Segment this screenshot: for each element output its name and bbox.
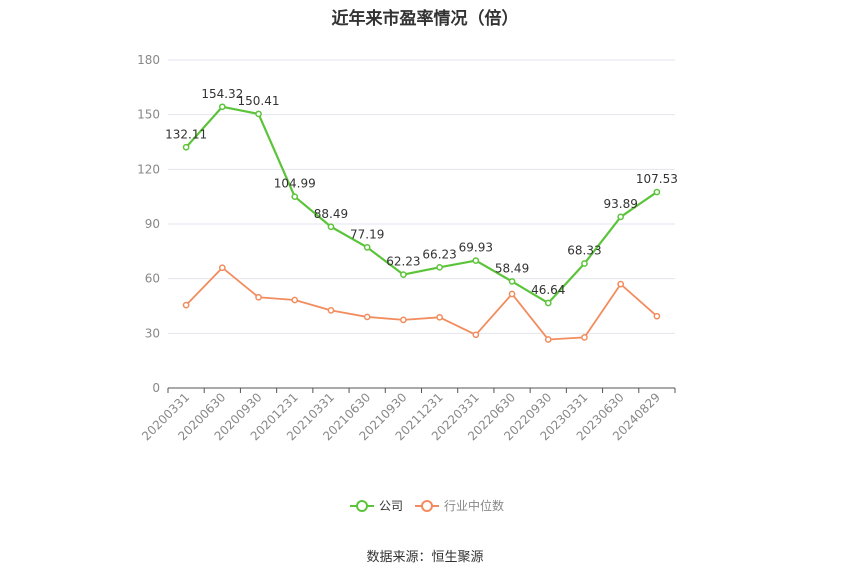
y-tick-label: 150: [137, 108, 160, 122]
company-data-label: 58.49: [495, 261, 529, 275]
legend-company-label: 公司: [379, 499, 403, 513]
y-tick-label: 0: [152, 381, 160, 395]
company-point: [653, 188, 661, 196]
industry-median-point: [363, 313, 371, 321]
company-data-label: 154.32: [201, 87, 243, 101]
industry-median-line: [185, 266, 658, 341]
industry-median-point: [255, 293, 262, 301]
industry-median-point: [617, 280, 625, 288]
data-labels: 132.11154.32150.41104.9988.4977.1962.236…: [165, 87, 678, 297]
y-tick-label: 120: [137, 162, 160, 176]
company-point: [472, 257, 480, 264]
industry-median-point: [508, 290, 516, 298]
company-point: [363, 243, 371, 251]
company-data-label: 150.41: [238, 94, 280, 108]
legend-industry-median-label: 行业中位数: [444, 498, 504, 513]
industry-median-point: [400, 316, 407, 324]
industry-median-point: [218, 264, 226, 272]
company-data-label: 107.53: [636, 172, 678, 186]
company-point: [291, 193, 299, 201]
industry-median-point: [544, 336, 552, 343]
company-point: [218, 103, 226, 111]
industry-median-point: [653, 312, 661, 320]
industry-median-point: [291, 296, 299, 304]
company-point: [508, 278, 516, 285]
industry-median-point: [327, 307, 335, 314]
company-point: [581, 260, 588, 267]
legend-company-marker: [356, 500, 368, 512]
company-point: [544, 299, 552, 307]
company-point: [436, 263, 443, 271]
company-data-label: 104.99: [274, 177, 316, 191]
company-point: [182, 143, 190, 151]
y-tick-label: 180: [137, 53, 160, 67]
data-source-note: 数据来源：恒生聚源: [366, 550, 484, 565]
y-tick-label: 30: [145, 326, 160, 340]
industry-median-point: [472, 331, 480, 339]
company-data-label: 132.11: [165, 127, 207, 141]
company-data-label: 62.23: [386, 255, 420, 269]
legend-industry-median-marker: [421, 500, 433, 512]
industry-median-point: [182, 301, 190, 309]
grid-lines: [168, 59, 675, 334]
company-data-label: 88.49: [314, 207, 348, 221]
company-data-label: 66.23: [422, 247, 456, 261]
y-tick-label: 60: [145, 272, 160, 286]
company-data-label: 77.19: [350, 227, 384, 241]
company-data-label: 93.89: [603, 197, 637, 211]
company-point: [617, 213, 625, 221]
company-point: [400, 271, 407, 278]
company-point: [327, 223, 335, 231]
company-data-label: 68.33: [567, 243, 601, 257]
industry-median-point: [581, 333, 588, 341]
y-tick-label: 90: [145, 217, 160, 231]
industry-median-point: [436, 313, 443, 321]
legend: 公司 行业中位数: [350, 498, 504, 513]
chart-title: 近年来市盈率情况（倍）: [331, 9, 519, 29]
company-line: [185, 105, 658, 305]
company-point: [255, 110, 262, 118]
series-lines: [182, 103, 661, 343]
company-data-label: 46.64: [531, 283, 565, 297]
company-data-label: 69.93: [459, 241, 493, 255]
